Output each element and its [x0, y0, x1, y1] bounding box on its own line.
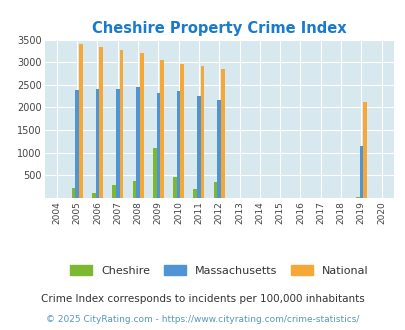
Bar	[72, 188, 75, 198]
Bar	[116, 89, 119, 198]
Bar	[132, 181, 136, 198]
Title: Cheshire Property Crime Index: Cheshire Property Crime Index	[92, 21, 346, 36]
Bar	[92, 193, 95, 198]
Bar	[362, 102, 366, 198]
Bar	[173, 177, 177, 198]
Bar	[156, 93, 160, 198]
Text: © 2025 CityRating.com - https://www.cityrating.com/crime-statistics/: © 2025 CityRating.com - https://www.city…	[46, 314, 359, 324]
Bar	[139, 53, 143, 198]
Text: Crime Index corresponds to incidents per 100,000 inhabitants: Crime Index corresponds to incidents per…	[41, 294, 364, 304]
Bar	[180, 64, 184, 198]
Bar	[152, 148, 156, 198]
Bar	[220, 69, 224, 198]
Bar	[213, 182, 217, 198]
Bar	[200, 66, 204, 198]
Bar	[75, 90, 79, 198]
Bar	[177, 91, 180, 198]
Bar	[99, 47, 103, 198]
Bar	[96, 89, 99, 198]
Bar	[359, 146, 362, 198]
Bar	[197, 96, 200, 198]
Bar	[160, 60, 164, 198]
Legend: Cheshire, Massachusetts, National: Cheshire, Massachusetts, National	[66, 261, 372, 280]
Bar	[119, 50, 123, 198]
Bar	[217, 100, 220, 198]
Bar	[136, 87, 139, 198]
Bar	[112, 185, 116, 198]
Bar	[355, 197, 359, 198]
Bar	[79, 44, 83, 198]
Bar	[193, 189, 197, 198]
